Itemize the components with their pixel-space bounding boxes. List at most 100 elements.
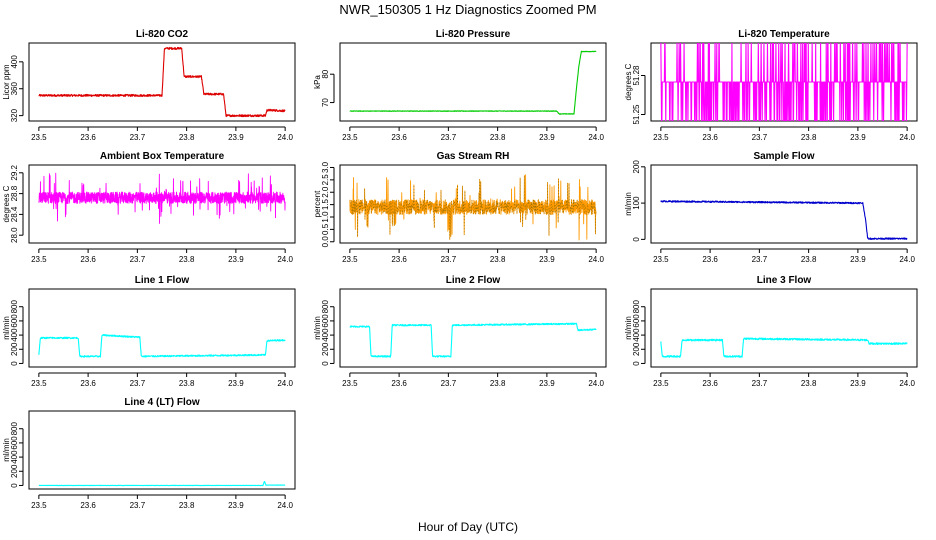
figure-x-axis-title: Hour of Day (UTC) (418, 520, 518, 534)
y-tick-label: 28.4 (10, 206, 19, 222)
y-tick-label: 200 (10, 464, 19, 478)
x-tick-label: 24.0 (277, 379, 293, 388)
x-tick-label: 23.9 (850, 379, 866, 388)
x-tick-label: 24.0 (899, 133, 915, 142)
y-tick-label: 2.0 (321, 186, 330, 198)
y-tick-label: 28.0 (10, 227, 19, 243)
plot-frame (28, 164, 296, 244)
x-tick-label: 23.6 (80, 133, 96, 142)
panel-line-2-flow: Line 2 Flow 23.5 23.6 23.7 23.8 23.9 24.0 0 2004… (313, 275, 607, 388)
series-line-co2 (38, 46, 286, 118)
x-tick-label: 23.6 (702, 255, 718, 264)
y-tick-label: 800 (321, 300, 330, 314)
x-tick-label: 23.7 (752, 133, 768, 142)
x-tick-label: 23.6 (391, 133, 407, 142)
x-tick-label: 23.9 (228, 255, 244, 264)
x-tick-label: 24.0 (588, 255, 604, 264)
plot-frame (339, 164, 607, 244)
panel-ambient-box-temperature: Ambient Box Temperature 23.5 23.6 23.7 23.8 2… (2, 151, 296, 264)
x-tick-label: 23.8 (179, 255, 195, 264)
x-tick-label: 23.9 (228, 133, 244, 142)
panel-line-3-flow: Line 3 Flow 23.5 23.6 23.7 23.8 23.9 24.0 0 2004… (624, 275, 918, 388)
panel-title: Sample Flow (753, 151, 814, 162)
panel-li-820-temperature: Li-820 Temperature 23.5 23.6 23.7 23.8 23.9 24… (624, 29, 918, 142)
y-tick-label: 400 (10, 450, 19, 464)
y-tick-label: 200 (10, 342, 19, 356)
x-tick-label: 24.0 (588, 379, 604, 388)
x-tick-label: 23.6 (702, 379, 718, 388)
y-tick-label: 29.2 (10, 164, 19, 180)
y-tick-label: 400 (632, 328, 641, 342)
y-tick-label: 0.5 (321, 223, 330, 235)
x-tick-label: 23.7 (441, 379, 457, 388)
x-tick-label: 23.7 (752, 379, 768, 388)
y-axis-label: ml/min (2, 316, 11, 340)
x-tick-label: 23.8 (490, 379, 506, 388)
y-axis-label: degrees C (2, 185, 11, 222)
y-tick-label: 0 (321, 361, 330, 366)
x-tick-label: 23.9 (228, 501, 244, 510)
panel-title: Li-820 CO2 (136, 29, 189, 40)
series-line-line-2 (349, 322, 597, 358)
y-tick-label: 800 (10, 422, 19, 436)
plot-frame (28, 42, 296, 122)
y-tick-label: 0 (10, 361, 19, 366)
x-tick-label: 24.0 (277, 501, 293, 510)
x-tick-label: 23.8 (801, 133, 817, 142)
x-tick-label: 23.8 (801, 379, 817, 388)
y-tick-label: 200 (321, 342, 330, 356)
x-tick-label: 23.7 (441, 255, 457, 264)
panel-title: Li-820 Pressure (436, 29, 511, 40)
x-tick-label: 23.7 (130, 133, 146, 142)
panel-title: Line 3 Flow (757, 275, 812, 286)
y-tick-label: 51.25 (632, 104, 641, 125)
panel-title: Line 4 (LT) Flow (124, 397, 200, 408)
y-tick-label: 800 (632, 300, 641, 314)
y-tick-label: 2.5 (321, 174, 330, 186)
x-tick-label: 23.6 (391, 255, 407, 264)
x-tick-label: 23.9 (539, 379, 555, 388)
x-tick-label: 23.9 (850, 255, 866, 264)
y-tick-label: 100 (632, 196, 641, 210)
x-tick-label: 23.5 (653, 379, 669, 388)
y-axis-label: Licor ppm (2, 64, 11, 99)
x-tick-label: 23.6 (80, 379, 96, 388)
y-tick-label: 200 (632, 160, 641, 174)
y-tick-label: 400 (321, 328, 330, 342)
x-tick-label: 23.5 (31, 379, 47, 388)
x-tick-label: 23.7 (130, 379, 146, 388)
x-tick-label: 23.9 (850, 133, 866, 142)
y-tick-label: 400 (10, 55, 19, 69)
y-tick-label: 0.0 (321, 236, 330, 248)
x-tick-label: 23.8 (179, 133, 195, 142)
chart-panels: Li-820 CO2 23.5 23.6 23.7 23.8 23.9 24.0 320 360… (2, 29, 918, 510)
series-line-temperature (660, 43, 908, 121)
panel-li-820-co2: Li-820 CO2 23.5 23.6 23.7 23.8 23.9 24.0 320 360… (2, 29, 296, 142)
panel-title: Ambient Box Temperature (100, 151, 225, 162)
x-tick-label: 24.0 (588, 133, 604, 142)
x-tick-label: 23.5 (31, 255, 47, 264)
x-tick-label: 23.6 (702, 133, 718, 142)
y-axis-label: percent (313, 190, 322, 217)
x-tick-label: 23.8 (801, 255, 817, 264)
x-tick-label: 23.7 (441, 133, 457, 142)
plot-frame (650, 164, 918, 244)
x-tick-label: 23.8 (490, 133, 506, 142)
panel-sample-flow: Sample Flow 23.5 23.6 23.7 23.8 23.9 24.0 0 100 2… (624, 151, 918, 264)
x-tick-label: 23.7 (752, 255, 768, 264)
y-tick-label: 80 (321, 69, 330, 78)
y-tick-label: 800 (10, 300, 19, 314)
y-axis-label: degrees C (624, 63, 633, 100)
y-axis-label: ml/min (624, 192, 633, 216)
series-line-line-3 (660, 337, 908, 358)
x-tick-label: 23.9 (228, 379, 244, 388)
x-tick-label: 23.5 (653, 255, 669, 264)
plot-frame (28, 288, 296, 368)
y-tick-label: 0 (632, 361, 641, 366)
plot-frame (28, 410, 296, 490)
series-overlay-rh (349, 175, 597, 240)
y-axis-label: ml/min (2, 438, 11, 462)
x-tick-label: 23.7 (130, 501, 146, 510)
y-tick-label: 1.0 (321, 211, 330, 223)
